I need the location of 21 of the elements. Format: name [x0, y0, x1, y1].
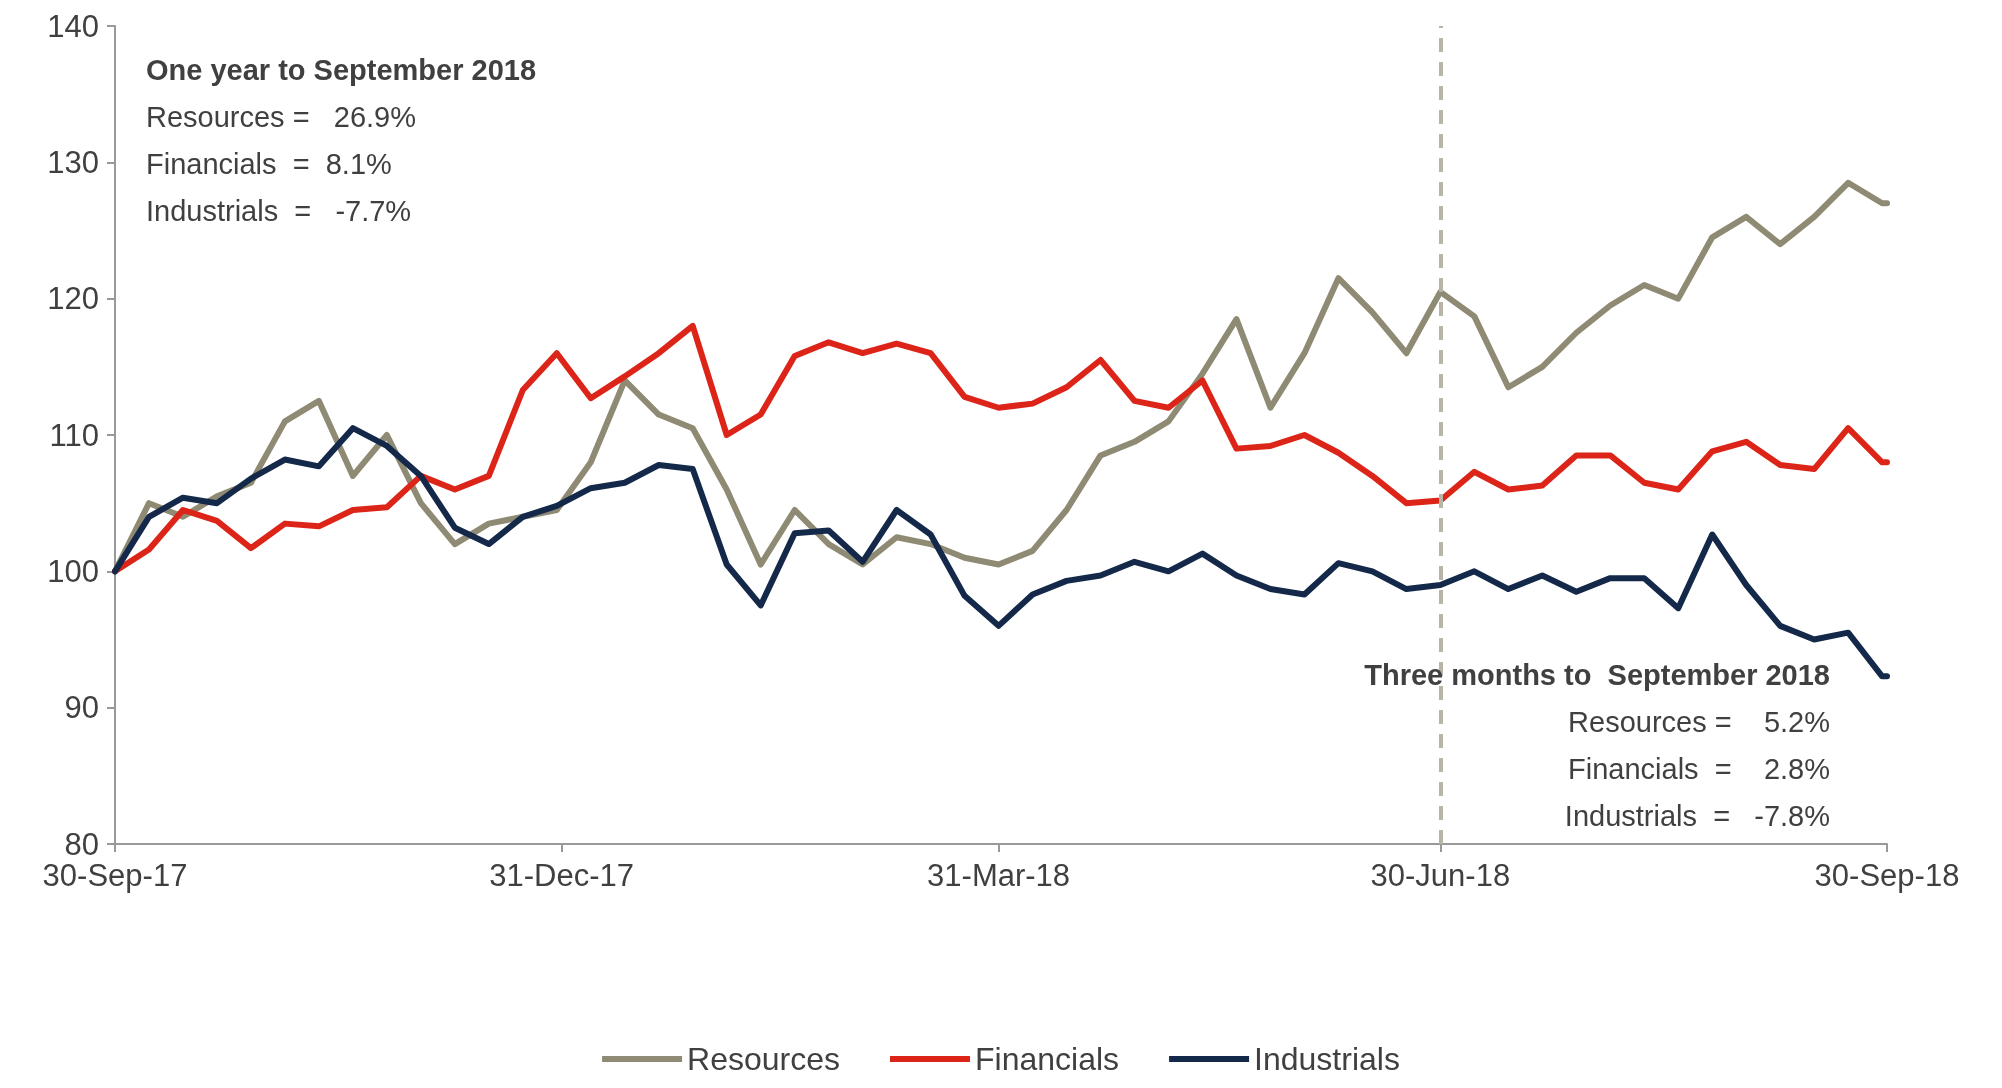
y-tick-label: 90	[64, 690, 99, 726]
annotation: Industrials = -7.7%	[146, 195, 412, 227]
legend-label: Financials	[975, 1041, 1120, 1077]
x-tick-label: 30-Sep-18	[1814, 858, 1960, 893]
annotation: Industrials = -7.8%	[1564, 800, 1830, 832]
legend-label: Industrials	[1254, 1041, 1400, 1077]
y-tick-label: 140	[47, 8, 99, 44]
y-tick-label: 120	[47, 281, 99, 317]
annotation: Resources = 5.2%	[1568, 706, 1830, 738]
y-tick-label: 130	[47, 144, 99, 180]
x-tick-label: 31-Dec-17	[489, 858, 635, 893]
legend-label: Resources	[687, 1041, 841, 1077]
x-tick-label: 31-Mar-18	[927, 858, 1071, 893]
y-tick-label: 110	[49, 417, 99, 453]
y-tick-label: 100	[47, 553, 99, 589]
x-tick-label: 30-Jun-18	[1370, 858, 1511, 893]
annotation: Financials = 2.8%	[1568, 753, 1830, 785]
annotation: One year to September 2018	[146, 54, 537, 86]
annotation: Resources = 26.9%	[146, 101, 417, 133]
annotation: Three months to September 2018	[1364, 659, 1830, 691]
annotation: Financials = 8.1%	[146, 148, 392, 180]
